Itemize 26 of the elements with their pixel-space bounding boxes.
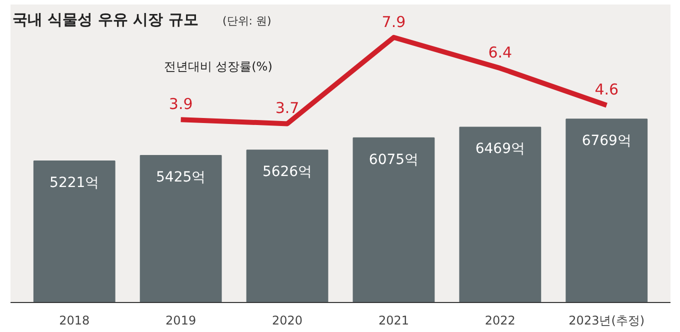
x-tick-label: 2018: [59, 314, 90, 328]
bar: [459, 126, 542, 302]
bar: [246, 150, 328, 302]
data-label: 6075억: [368, 152, 419, 168]
data-label: 7.9: [382, 12, 406, 31]
text: (단위: 원): [222, 14, 272, 28]
x-tick-label: 2023년(추정): [568, 314, 645, 328]
data-label: 5221억: [50, 175, 100, 192]
bar: [566, 118, 648, 302]
data-label: 5425억: [156, 170, 206, 186]
data-label: 6.4: [488, 44, 512, 62]
bar: [33, 160, 116, 302]
text: 전년대비 성장률(%): [164, 60, 272, 74]
x-tick-label: 2019: [166, 314, 196, 328]
data-label: 4.6: [594, 80, 619, 99]
x-tick-label: 2020: [272, 314, 303, 328]
data-label: 6469억: [475, 141, 526, 158]
data-label: 3.7: [275, 99, 300, 118]
bar: [352, 137, 435, 302]
data-label: 3.9: [168, 95, 193, 114]
data-label: 5626억: [262, 164, 312, 180]
x-tick-label: 2021: [378, 314, 410, 328]
data-label: 6769억: [582, 133, 632, 150]
x-tick-label: 2022: [484, 314, 516, 328]
chart-title: 국내 식물성 우유 시장 규모: [12, 10, 198, 28]
bar: [140, 155, 222, 302]
